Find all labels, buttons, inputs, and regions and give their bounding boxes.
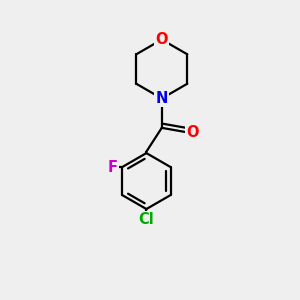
Text: Cl: Cl (139, 212, 154, 227)
Text: F: F (108, 160, 118, 175)
Text: N: N (156, 91, 168, 106)
Text: O: O (186, 124, 198, 140)
Text: O: O (155, 32, 168, 47)
